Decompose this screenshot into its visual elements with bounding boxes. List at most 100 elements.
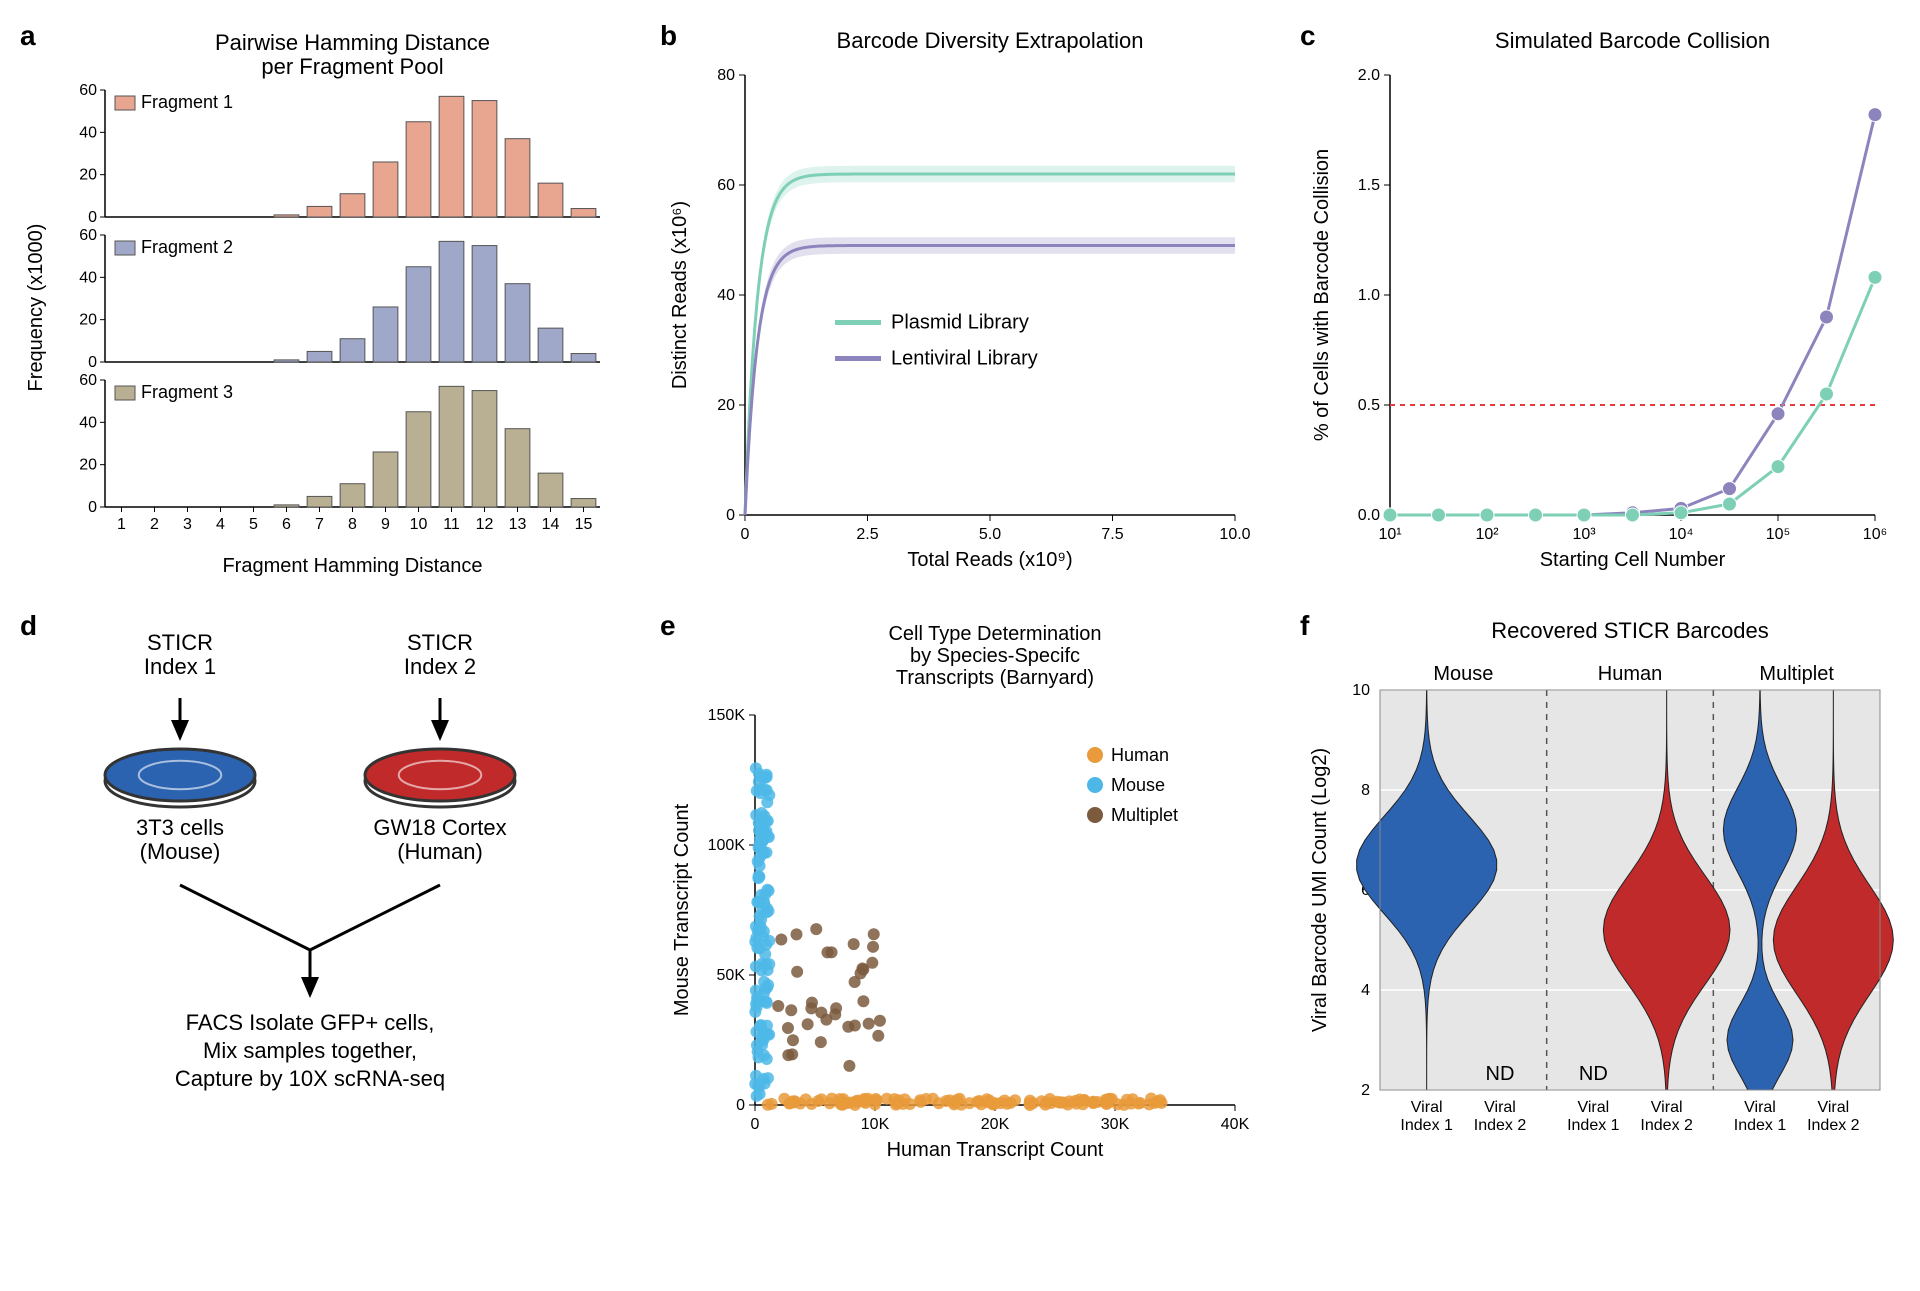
panel-e: e Cell Type Determinationby Species-Spec… [660,610,1260,1170]
svg-text:60: 60 [717,177,735,194]
svg-text:10²: 10² [1475,526,1499,543]
svg-text:Mouse Transcript Count: Mouse Transcript Count [671,803,693,1016]
svg-text:Lentiviral Library: Lentiviral Library [891,348,1038,370]
svg-text:15: 15 [575,516,593,533]
svg-text:9: 9 [381,516,390,533]
svg-text:Human: Human [1598,663,1662,685]
svg-text:10.0: 10.0 [1219,526,1250,543]
svg-text:20: 20 [79,167,97,184]
svg-text:10: 10 [1352,682,1370,699]
svg-text:% of Cells with Barcode Collis: % of Cells with Barcode Collision [1311,149,1333,441]
svg-text:10³: 10³ [1572,526,1596,543]
svg-text:4: 4 [1361,982,1370,999]
svg-text:60: 60 [79,82,97,99]
svg-text:14: 14 [542,516,560,533]
panel-e-label: e [660,610,676,642]
svg-text:13: 13 [509,516,527,533]
svg-text:2.5: 2.5 [856,526,878,543]
svg-text:10⁴: 10⁴ [1669,526,1694,543]
svg-text:Distinct Reads (x10⁶): Distinct Reads (x10⁶) [669,201,691,389]
svg-text:40: 40 [717,287,735,304]
svg-text:80: 80 [717,67,735,84]
svg-text:0: 0 [88,354,97,371]
svg-text:1: 1 [117,516,126,533]
svg-text:ViralIndex 1: ViralIndex 1 [1734,1099,1787,1134]
svg-text:10K: 10K [861,1116,890,1133]
svg-text:STICRIndex 2: STICRIndex 2 [404,630,476,679]
svg-text:ViralIndex 2: ViralIndex 2 [1807,1099,1860,1134]
svg-text:20: 20 [79,312,97,329]
svg-text:40: 40 [79,269,97,286]
svg-text:ND: ND [1486,1063,1515,1085]
svg-text:Human: Human [1111,745,1169,765]
svg-text:Recovered STICR Barcodes: Recovered STICR Barcodes [1491,618,1769,643]
svg-text:ND: ND [1579,1063,1608,1085]
svg-text:Total Reads (x10⁹): Total Reads (x10⁹) [907,549,1072,571]
chart-a: Pairwise Hamming Distanceper Fragment Po… [20,20,620,580]
svg-text:1.0: 1.0 [1358,287,1380,304]
svg-text:3: 3 [183,516,192,533]
svg-text:100K: 100K [708,837,746,854]
svg-text:20K: 20K [981,1116,1010,1133]
svg-text:40K: 40K [1221,1116,1250,1133]
svg-text:Mouse: Mouse [1111,775,1165,795]
svg-text:150K: 150K [708,707,746,724]
svg-text:8: 8 [1361,782,1370,799]
panel-f: f Recovered STICR Barcodes246810MouseHum… [1300,610,1900,1170]
svg-text:Fragment 3: Fragment 3 [141,382,233,402]
svg-text:10: 10 [410,516,428,533]
svg-text:7.5: 7.5 [1101,526,1123,543]
svg-text:0: 0 [736,1097,745,1114]
svg-text:ViralIndex 2: ViralIndex 2 [1640,1099,1693,1134]
svg-text:10¹: 10¹ [1378,526,1401,543]
svg-text:0: 0 [726,507,735,524]
chart-c: Simulated Barcode Collision 0.0 0.5 1.0 1.5 2… [1300,20,1900,580]
svg-text:FACS Isolate GFP+ cells,Mix sa: FACS Isolate GFP+ cells,Mix samples toge… [175,1010,445,1091]
svg-text:10⁶: 10⁶ [1863,526,1887,543]
svg-text:Multiplet: Multiplet [1111,805,1178,825]
svg-text:Mouse: Mouse [1433,663,1493,685]
chart-e: Cell Type Determinationby Species-Specif… [660,610,1260,1170]
svg-text:Viral Barcode UMI Count (Log2): Viral Barcode UMI Count (Log2) [1309,748,1331,1032]
svg-text:30K: 30K [1101,1116,1130,1133]
svg-text:0.5: 0.5 [1358,397,1380,414]
svg-text:1.5: 1.5 [1358,177,1380,194]
panel-a-label: a [20,20,36,52]
svg-text:60: 60 [79,227,97,244]
svg-text:Fragment 1: Fragment 1 [141,92,233,112]
svg-text:7: 7 [315,516,324,533]
svg-text:0: 0 [751,1116,760,1133]
svg-text:20: 20 [717,397,735,414]
svg-text:Multiplet: Multiplet [1759,663,1834,685]
panel-f-label: f [1300,610,1309,642]
svg-text:Fragment 2: Fragment 2 [141,237,233,257]
svg-text:ViralIndex 1: ViralIndex 1 [1400,1099,1453,1134]
svg-text:Cell Type Determinationby Spec: Cell Type Determinationby Species-Specif… [888,623,1101,689]
svg-text:20: 20 [79,457,97,474]
panel-d: d STICRIndex 1STICRIndex 23T3 cells(Mous… [20,610,620,1170]
svg-text:Starting Cell Number: Starting Cell Number [1540,549,1726,571]
svg-text:0.0: 0.0 [1358,507,1380,524]
svg-text:ViralIndex 2: ViralIndex 2 [1474,1099,1527,1134]
svg-text:Fragment Hamming Distance: Fragment Hamming Distance [222,555,482,577]
svg-text:8: 8 [348,516,357,533]
svg-text:5: 5 [249,516,258,533]
panel-b-label: b [660,20,677,52]
svg-text:0: 0 [741,526,750,543]
svg-text:Simulated Barcode Collision: Simulated Barcode Collision [1495,28,1770,53]
svg-text:40: 40 [79,124,97,141]
svg-text:Pairwise Hamming Distanceper F: Pairwise Hamming Distanceper Fragment Po… [215,30,490,79]
svg-text:2.0: 2.0 [1358,67,1380,84]
svg-text:60: 60 [79,372,97,389]
panel-a: a Pairwise Hamming Distanceper Fragment … [20,20,620,580]
svg-text:11: 11 [443,516,460,533]
chart-b: Barcode Diversity Extrapolation020406080… [660,20,1260,580]
panel-c: c Simulated Barcode Collision0.00.51.01.… [1300,20,1900,580]
svg-text:STICRIndex 1: STICRIndex 1 [144,630,216,679]
svg-text:ViralIndex 1: ViralIndex 1 [1567,1099,1620,1134]
svg-text:GW18 Cortex(Human): GW18 Cortex(Human) [373,815,506,864]
svg-text:Human Transcript Count: Human Transcript Count [887,1139,1104,1161]
svg-text:2: 2 [1361,1082,1370,1099]
svg-text:3T3 cells(Mouse): 3T3 cells(Mouse) [136,815,224,864]
svg-text:Frequency (x1000): Frequency (x1000) [25,224,47,392]
